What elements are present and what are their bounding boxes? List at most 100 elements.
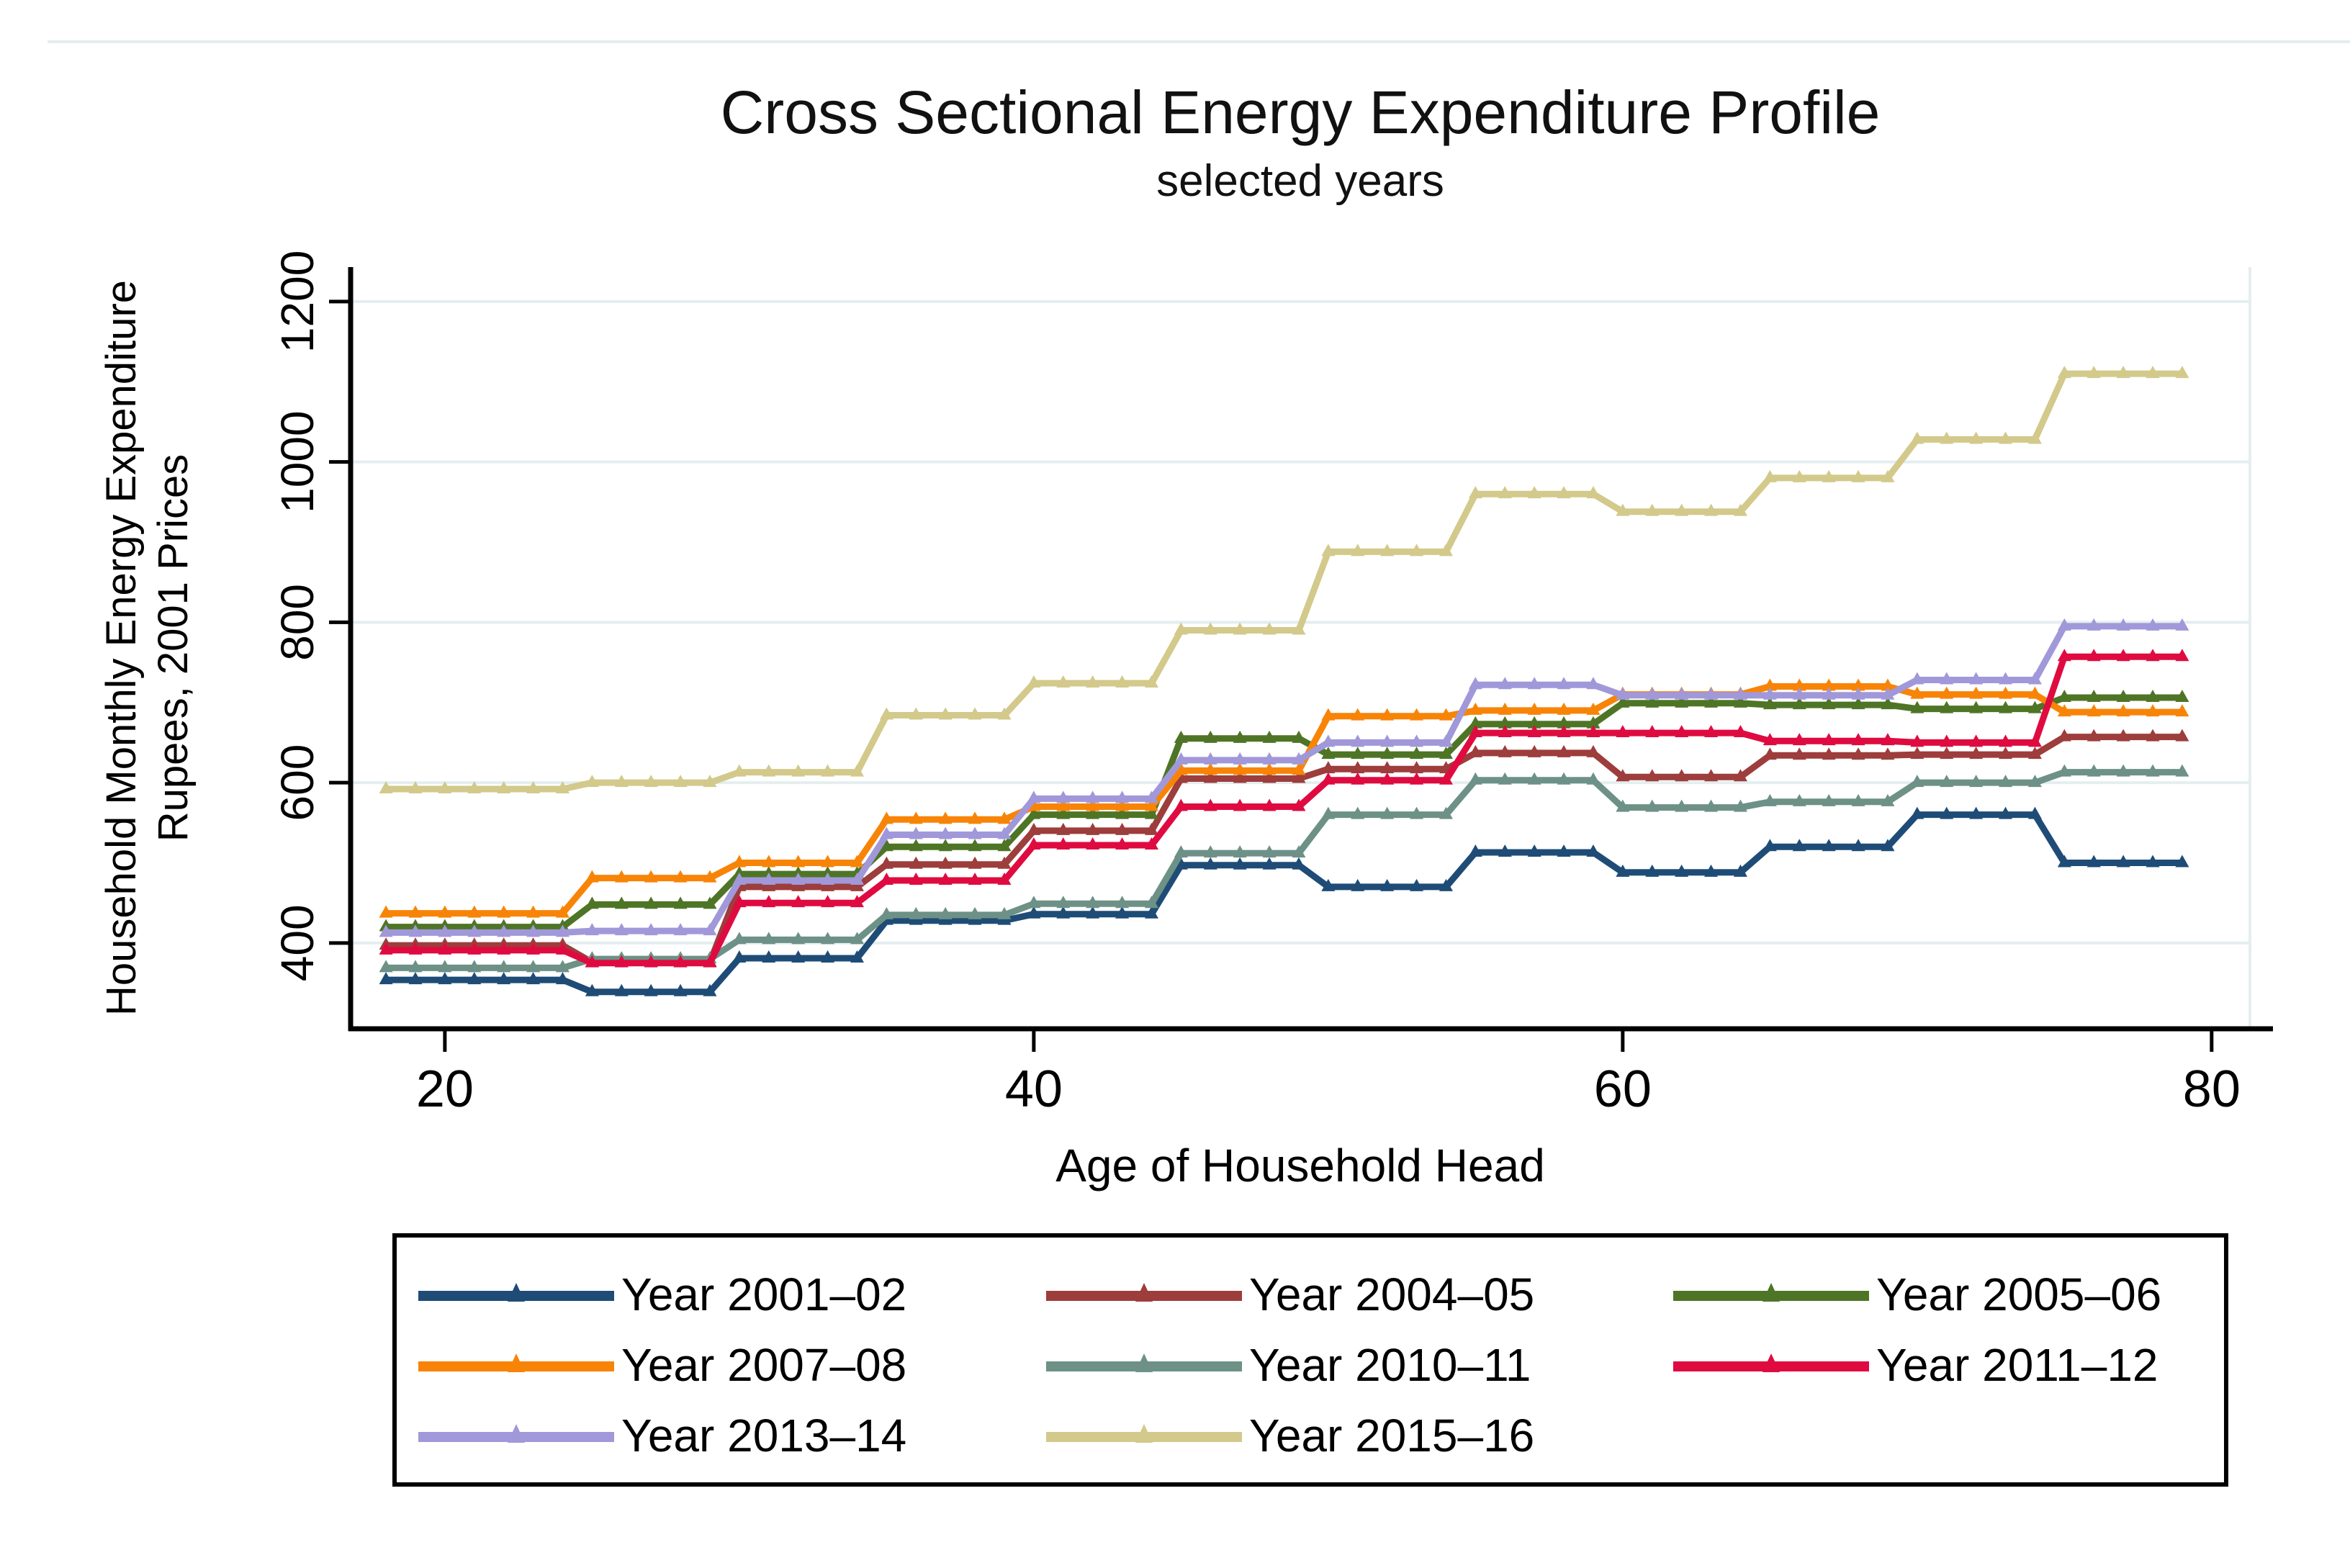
series-marker <box>1822 793 1836 806</box>
series-marker <box>2027 806 2042 819</box>
series-marker <box>850 855 864 868</box>
series-marker <box>2057 649 2071 662</box>
series-marker <box>2116 729 2130 742</box>
legend-item-year-2015–16: Year 2015–16 <box>1046 1409 1673 1462</box>
series-marker <box>1762 697 1777 710</box>
series-marker <box>1203 622 1217 635</box>
series-marker <box>1645 687 1660 700</box>
series-marker <box>1586 772 1601 785</box>
legend-swatch <box>418 1283 614 1302</box>
y-tick-label: 400 <box>271 904 323 981</box>
series-marker <box>1881 678 1895 691</box>
series-marker <box>438 905 452 918</box>
series-marker <box>1675 864 1689 877</box>
legend-item-year-2001–02: Year 2001–02 <box>418 1268 1046 1321</box>
series-marker <box>879 872 893 885</box>
series-marker <box>997 856 1012 869</box>
legend-swatch-marker-icon <box>508 1424 525 1443</box>
series-marker <box>703 775 717 788</box>
series-marker <box>2027 672 2042 685</box>
series-marker <box>497 942 511 955</box>
series-marker <box>1233 770 1247 783</box>
series-marker <box>2116 618 2130 631</box>
series-marker <box>732 764 747 777</box>
series-marker <box>1792 839 1806 852</box>
series-marker <box>1969 672 1984 685</box>
series-marker <box>938 839 953 852</box>
x-tick-label: 80 <box>2183 1060 2241 1118</box>
series-marker <box>1203 770 1217 783</box>
series-marker <box>614 870 629 883</box>
series-marker <box>850 895 864 908</box>
series-marker <box>1115 906 1130 919</box>
series-marker <box>1380 544 1395 557</box>
series-marker <box>1174 762 1188 775</box>
legend-label: Year 2010–11 <box>1249 1339 1531 1391</box>
series-marker <box>585 955 599 968</box>
series-marker <box>1557 744 1571 757</box>
series-marker <box>1203 798 1217 811</box>
series-marker <box>1940 700 1954 713</box>
series-marker <box>1586 486 1601 499</box>
x-tick-label: 40 <box>1005 1060 1063 1118</box>
series-marker <box>1498 725 1512 738</box>
series-marker <box>1557 844 1571 857</box>
legend-label: Year 2001–02 <box>621 1269 907 1320</box>
legend-swatch <box>1046 1353 1242 1372</box>
series-marker <box>1115 790 1130 803</box>
series-marker <box>1292 770 1306 783</box>
series-marker <box>1233 857 1247 870</box>
series-marker <box>1144 675 1158 688</box>
series-marker <box>1999 672 2013 685</box>
legend-swatch <box>1046 1283 1242 1302</box>
series-marker <box>850 950 864 963</box>
series-marker <box>1616 864 1630 877</box>
series-marker <box>526 924 541 937</box>
series-marker <box>585 923 599 936</box>
series-marker <box>1321 544 1336 557</box>
series-marker <box>1881 687 1895 700</box>
series-marker <box>1704 799 1719 812</box>
series-marker <box>1174 845 1188 858</box>
series-marker <box>1144 837 1158 850</box>
series-marker <box>1762 687 1777 700</box>
legend-swatch-marker-icon <box>508 1283 525 1302</box>
series-marker <box>1527 486 1541 499</box>
series-marker <box>850 872 864 885</box>
series-marker <box>968 811 982 824</box>
series-marker <box>644 870 658 883</box>
series-marker <box>1792 697 1806 710</box>
series-marker <box>2175 729 2189 742</box>
legend-swatch-marker-icon <box>508 1353 525 1372</box>
series-marker <box>1527 677 1541 690</box>
series-marker <box>555 960 570 973</box>
series-marker <box>1233 762 1247 775</box>
series-marker <box>1675 503 1689 516</box>
series-marker <box>1999 700 2013 713</box>
series-marker <box>1645 725 1660 738</box>
series-marker <box>1851 747 1865 760</box>
series-marker <box>1086 675 1100 688</box>
series-marker <box>1262 622 1277 635</box>
series-marker <box>1881 469 1895 482</box>
series-marker <box>850 764 864 777</box>
series-marker <box>703 896 717 909</box>
series-marker <box>968 707 982 720</box>
series-marker <box>1203 730 1217 743</box>
series-marker <box>2146 366 2160 379</box>
series-marker <box>1792 687 1806 700</box>
series-marker <box>438 924 452 937</box>
legend-swatch-marker-icon <box>1135 1353 1153 1372</box>
series-marker <box>614 955 629 968</box>
series-marker <box>1292 622 1306 635</box>
series-marker <box>644 955 658 968</box>
series-marker <box>1380 806 1395 819</box>
series-marker <box>1851 793 1865 806</box>
series-marker <box>1380 772 1395 785</box>
series-marker <box>1351 772 1365 785</box>
series-marker <box>1468 725 1482 738</box>
series-marker <box>1645 799 1660 812</box>
series-marker <box>1203 762 1217 775</box>
series-marker <box>909 906 923 919</box>
